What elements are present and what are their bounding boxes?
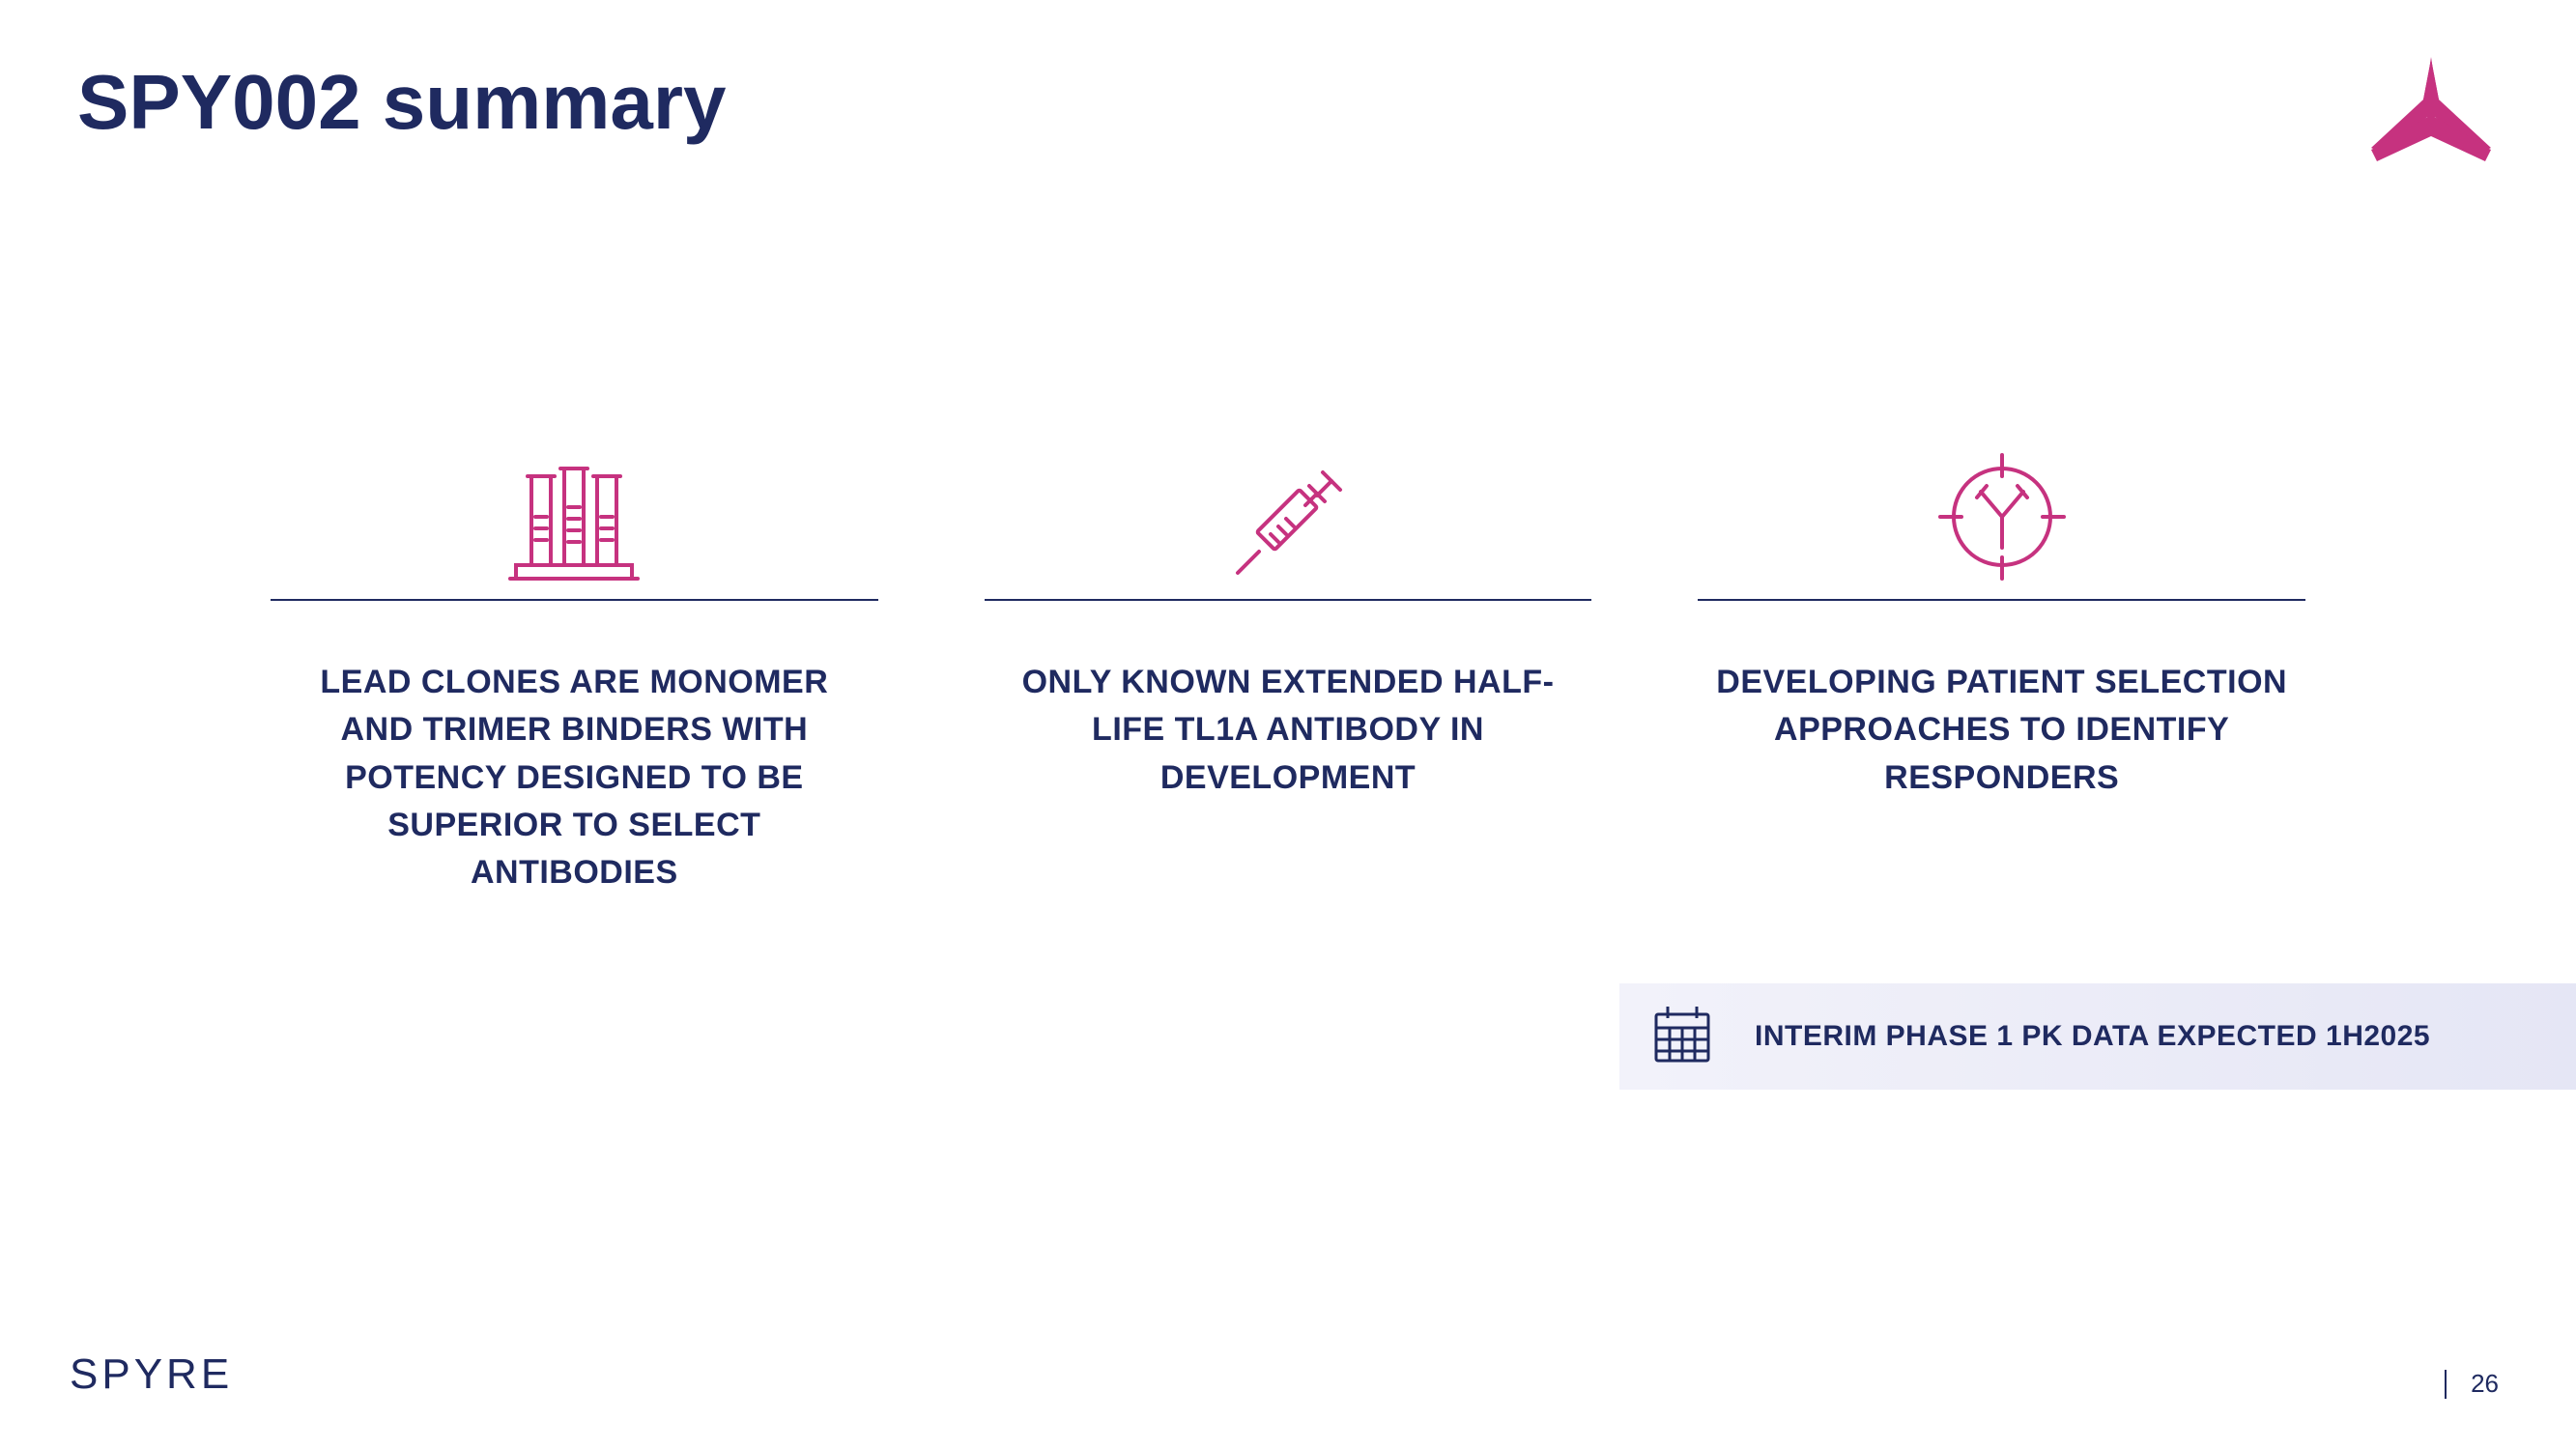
brand-logo-text: SPYRE	[70, 1350, 233, 1399]
column-divider	[985, 599, 1592, 601]
slide: SPY002 summary	[0, 0, 2576, 1449]
column-text: ONLY KNOWN EXTENDED HALF-LIFE TL1A ANTIB…	[985, 659, 1592, 802]
calendar-icon	[1648, 1001, 1716, 1073]
syringe-icon	[1220, 440, 1356, 584]
column-text: LEAD CLONES ARE MONOMER AND TRIMER BINDE…	[271, 659, 878, 896]
test-tubes-icon	[506, 440, 642, 584]
column-divider	[271, 599, 878, 601]
column-text: DEVELOPING PATIENT SELECTION APPROACHES …	[1698, 659, 2305, 802]
column-3: DEVELOPING PATIENT SELECTION APPROACHES …	[1698, 440, 2305, 896]
callout-banner: INTERIM PHASE 1 PK DATA EXPECTED 1H2025	[1619, 983, 2576, 1090]
column-1: LEAD CLONES ARE MONOMER AND TRIMER BINDE…	[271, 440, 878, 896]
column-divider	[1698, 599, 2305, 601]
target-antibody-icon	[1934, 440, 2070, 584]
page-title: SPY002 summary	[77, 58, 727, 147]
page-number-divider	[2445, 1370, 2447, 1399]
callout-text: INTERIM PHASE 1 PK DATA EXPECTED 1H2025	[1755, 1020, 2430, 1053]
three-prong-logo-icon	[2363, 53, 2499, 188]
page-number-container: 26	[2445, 1369, 2499, 1399]
column-2: ONLY KNOWN EXTENDED HALF-LIFE TL1A ANTIB…	[985, 440, 1592, 896]
columns-container: LEAD CLONES ARE MONOMER AND TRIMER BINDE…	[271, 440, 2305, 896]
page-number: 26	[2471, 1369, 2499, 1399]
